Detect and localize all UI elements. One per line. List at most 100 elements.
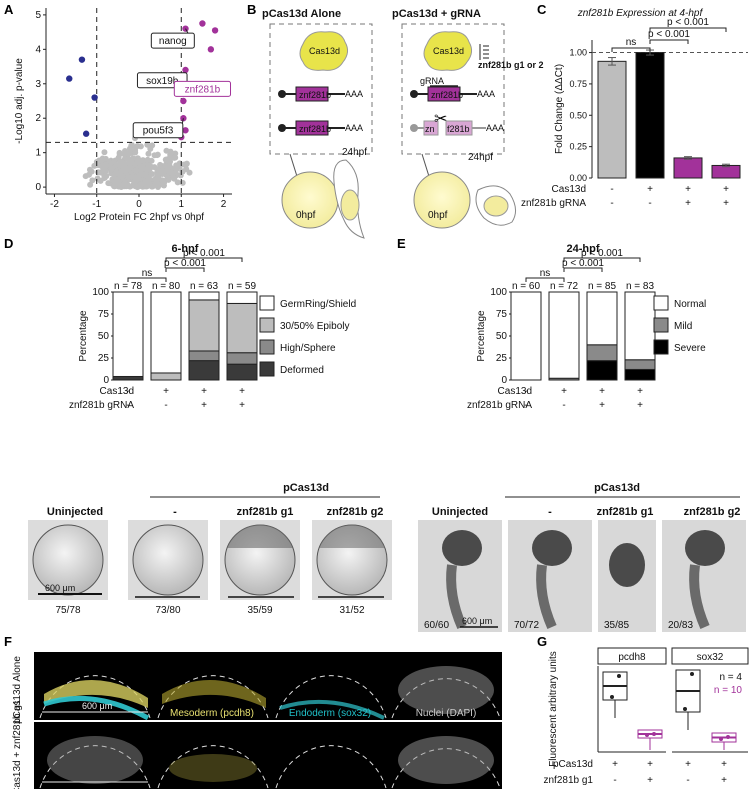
grna-target-label: znf281b g1 or 2: [478, 60, 544, 70]
legend-label: Severe: [674, 343, 706, 354]
d-img-label-2: znf281b g1: [237, 506, 294, 518]
legend-swatch: [259, 361, 275, 377]
row2-value: +: [647, 775, 653, 786]
n-label: n = 80: [152, 281, 181, 292]
x-tick-label: -1: [92, 199, 101, 210]
gene-label: pou5f3: [143, 126, 174, 137]
background-point: [124, 183, 131, 190]
background-point: [135, 183, 142, 190]
down-point: [66, 75, 73, 82]
chart-title: znf281b Expression at 4-hpf: [577, 8, 704, 19]
background-point: [101, 149, 108, 156]
background-point: [137, 162, 144, 169]
bar-segment: [548, 291, 580, 379]
qpcr-bar-chart: znf281b Expression at 4-hpf 0.00 0.25 0.50 0…: [521, 8, 748, 209]
significance-bracket: [165, 267, 205, 272]
e-img-label-1: -: [548, 506, 552, 518]
background-point: [86, 166, 93, 173]
y-tick-label: 5: [35, 10, 41, 21]
left-box: [269, 23, 373, 155]
panel-c-label: C: [537, 2, 547, 17]
row1-value: -: [126, 386, 129, 397]
background-point: [166, 163, 173, 170]
cap-icon: [278, 90, 286, 98]
split-a: zn: [425, 124, 435, 134]
background-point: [125, 151, 132, 158]
legend-swatch: [259, 317, 275, 333]
y-tick-label: 1: [35, 148, 41, 159]
n-label: n = 72: [550, 281, 579, 292]
polya-label: AAA: [477, 89, 495, 99]
data-point: [610, 695, 614, 699]
y-tick-label: 75: [98, 309, 110, 320]
y-tick-label: 75: [496, 309, 508, 320]
d-scale-label: 600 μm: [45, 583, 75, 593]
y-tick-label: 3: [35, 79, 41, 90]
gene-label: znf281b: [185, 84, 221, 95]
e-group-label: pCas13d: [594, 482, 640, 494]
gene-label: znf281b: [299, 124, 331, 134]
y-tick-label: 0.50: [569, 110, 587, 120]
bar-segment: [112, 375, 144, 381]
background-point: [148, 171, 155, 178]
data-point: [645, 733, 649, 737]
n-label: n = 10: [714, 685, 743, 696]
row2-label: znf281b gRNA: [467, 400, 532, 411]
gene-label: znf281b: [299, 90, 331, 100]
24hpf-stacked-chart: 24-hpf 0 25 50 75 100 Percentage n = 60 - - n = 72…: [467, 243, 706, 411]
data-point: [719, 737, 723, 741]
background-point: [146, 176, 153, 183]
background-point: [156, 169, 163, 176]
background-point: [144, 141, 151, 148]
background-point: [177, 172, 184, 179]
background-point: [174, 179, 181, 186]
bar-segment: [188, 291, 220, 301]
y-axis-title: Percentage: [476, 310, 487, 362]
background-point: [128, 155, 135, 162]
row1-value: +: [647, 759, 653, 770]
bar-segment: [112, 291, 144, 377]
significance-bracket: [563, 257, 641, 262]
y-tick-label: 0.75: [569, 79, 587, 89]
e-scale-label: 600 μm: [462, 616, 492, 626]
d-count-1: 73/80: [155, 605, 180, 616]
significance-bracket: [127, 277, 167, 282]
down-point: [91, 94, 98, 101]
bar-segment: [150, 291, 182, 374]
up-point: [207, 46, 215, 53]
bar: [711, 164, 741, 179]
y-tick-label: 50: [496, 331, 508, 342]
bar-segment: [188, 360, 220, 381]
y-axis-title: Percentage: [78, 310, 89, 362]
background-point: [151, 164, 158, 171]
n-label: n = 83: [626, 281, 655, 292]
panel-d-label: D: [4, 236, 13, 251]
e-count-1: 70/72: [514, 620, 539, 631]
background-point: [137, 157, 144, 164]
n-label: n = 59: [228, 281, 257, 292]
fluorescence-panel: pCas13d Alone pCas13d + znf281b g1 Mesod…: [12, 652, 502, 789]
background-point: [154, 176, 161, 183]
bar-segment: [510, 291, 542, 381]
background-point: [118, 162, 125, 169]
row2-value: -: [686, 775, 689, 786]
y-tick-label: 100: [490, 287, 507, 298]
legend-swatch: [653, 295, 669, 311]
chart-title: 6-hpf: [172, 243, 199, 255]
row2-value: +: [721, 775, 727, 786]
facet-label: sox32: [697, 652, 724, 663]
row1-value: +: [685, 184, 691, 195]
row1-value: +: [637, 386, 643, 397]
background-point: [182, 161, 189, 168]
gene-label: nanog: [159, 36, 187, 47]
polya-label: AAA: [345, 89, 363, 99]
row2-value: -: [613, 775, 616, 786]
background-point: [101, 175, 108, 182]
bar-segment: [624, 368, 656, 381]
facet-strip: [597, 647, 667, 665]
cas13d-protein-left: [299, 31, 349, 71]
data-point: [617, 674, 621, 678]
background-point: [113, 170, 120, 177]
left-title: pCas13d Alone: [262, 8, 341, 20]
